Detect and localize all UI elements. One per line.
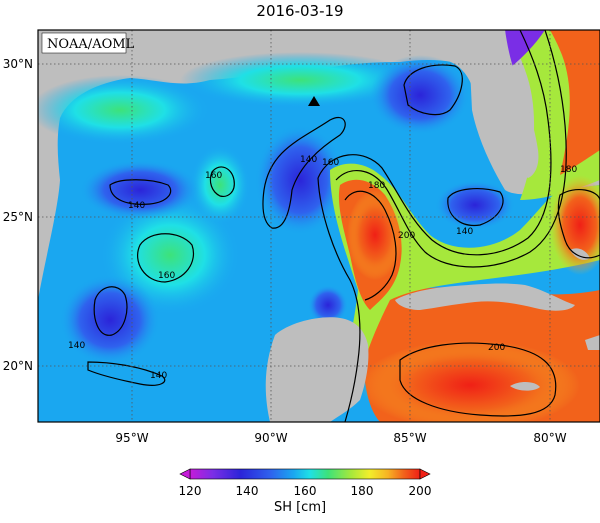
contour-200-carib xyxy=(399,342,557,417)
shelf-louisiana xyxy=(180,52,420,108)
colorbar-min-arrow xyxy=(179,468,191,480)
lon-label: 80°W xyxy=(533,431,566,445)
eddy-central-warm xyxy=(190,145,250,225)
atlantic-warm-pool xyxy=(550,175,600,275)
contour-label: 140 xyxy=(150,371,167,381)
map-plot-area xyxy=(38,30,600,422)
lon-label: 85°W xyxy=(393,431,426,445)
cuba-land xyxy=(395,283,575,311)
cold-eddy-west xyxy=(80,160,200,220)
cold-eddy-shelf xyxy=(370,55,470,135)
colorbar-tick: 200 xyxy=(409,484,432,498)
contour-loop-160 xyxy=(317,29,552,256)
station-marker xyxy=(308,96,320,106)
lon-label: 90°W xyxy=(254,431,287,445)
contour-140-east xyxy=(447,188,504,226)
contour-labels: 140 140 140 140 140 160 160 160 180 180 … xyxy=(68,155,577,381)
caribbean-warm-pool xyxy=(360,340,580,422)
lon-label: 95°W xyxy=(115,431,148,445)
lat-label: 20°N xyxy=(3,359,33,373)
cold-eddy-southwest xyxy=(60,275,160,365)
loop-current-eddy xyxy=(347,190,403,280)
shelf-north xyxy=(38,75,210,145)
contour-140-central xyxy=(262,116,346,229)
colorbar: 120 140 160 180 200 xyxy=(179,468,432,498)
gulfstream-core xyxy=(550,30,600,175)
contour-label: 140 xyxy=(128,201,145,211)
contour-label: 180 xyxy=(368,181,385,191)
contour-label: 200 xyxy=(488,343,505,353)
colorbar-tick: 120 xyxy=(179,484,202,498)
lat-labels: 30°N 25°N 20°N xyxy=(3,57,33,373)
hispaniola-land xyxy=(585,335,600,350)
contour-label: 140 xyxy=(300,155,317,165)
contour-loop-200 xyxy=(344,190,397,301)
lat-label: 30°N xyxy=(3,57,33,71)
gulfstream-purple xyxy=(505,30,545,66)
colorbar-label: SH [cm] xyxy=(273,500,327,515)
jamaica-land xyxy=(510,381,540,391)
contour-label: 140 xyxy=(68,341,85,351)
colorbar-max-arrow xyxy=(419,468,431,480)
contour-140-sw xyxy=(93,286,128,336)
contour-160-central xyxy=(209,166,235,197)
contour-label: 160 xyxy=(322,158,339,168)
colorbar-gradient xyxy=(189,468,421,480)
contour-lines xyxy=(87,29,600,423)
contour-loop-west xyxy=(317,177,361,423)
credit-box xyxy=(41,32,127,54)
contour-label: 180 xyxy=(560,165,577,175)
colorbar-tick: 180 xyxy=(351,484,374,498)
florida-land xyxy=(440,30,539,178)
contour-140-shelf xyxy=(403,64,463,116)
contour-loop-180 xyxy=(335,29,567,268)
contour-160-west xyxy=(137,233,194,283)
contour-label: 200 xyxy=(398,231,415,241)
contour-200-atl xyxy=(557,188,600,259)
gridlines xyxy=(38,30,600,422)
colorbar-tick: 140 xyxy=(236,484,259,498)
lat-label: 25°N xyxy=(3,210,33,224)
colorbar-tick: 160 xyxy=(294,484,317,498)
contour-label: 160 xyxy=(205,171,222,181)
lon-labels: 95°W 90°W 85°W 80°W xyxy=(115,431,566,445)
map-frame xyxy=(37,29,600,423)
credit-text: NOAA/AOML xyxy=(47,37,135,52)
contour-140-west xyxy=(109,179,172,205)
map-title: 2016-03-19 xyxy=(256,2,344,20)
cold-eddy-campeche xyxy=(308,285,348,325)
contour-label: 160 xyxy=(158,271,175,281)
yucatan-land xyxy=(265,317,369,422)
contour-140-south xyxy=(87,361,166,386)
contour-label: 140 xyxy=(456,227,473,237)
